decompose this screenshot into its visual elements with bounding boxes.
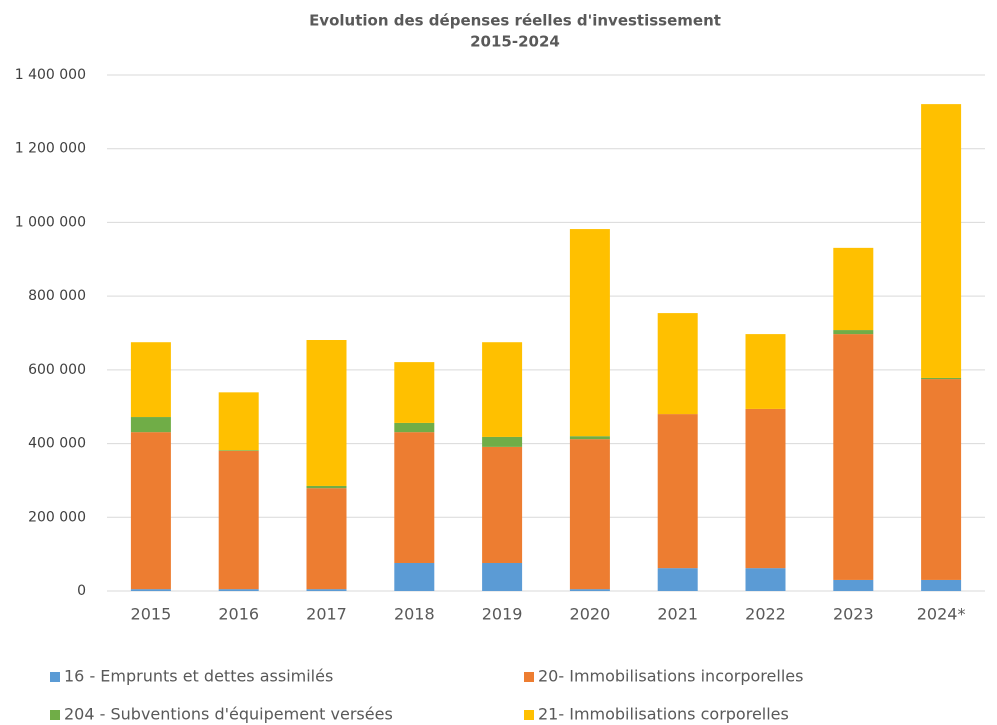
legend-label: 16 - Emprunts et dettes assimilés — [64, 667, 333, 686]
bar-segment — [394, 432, 435, 563]
x-tick-label: 2020 — [570, 605, 611, 624]
x-tick-label: 2022 — [745, 605, 786, 624]
y-tick-label: 1 000 000 — [15, 214, 86, 230]
legend-label: 204 - Subventions d'équipement versées — [64, 705, 393, 724]
bar-segment — [657, 414, 698, 569]
bar-segment — [394, 562, 435, 591]
bar-segment — [569, 229, 610, 437]
bar-segment — [306, 488, 347, 590]
y-tick-label: 600 000 — [28, 362, 86, 378]
x-tick-label: 2023 — [833, 605, 874, 624]
chart-title: Evolution des dépenses réelles d'investi… — [309, 12, 721, 30]
bar-segment — [921, 379, 962, 580]
bar-segment — [745, 334, 786, 409]
bar-segment — [482, 446, 523, 563]
x-tick-label: 2019 — [482, 605, 523, 624]
legend-label: 20- Immobilisations incorporelles — [538, 667, 803, 686]
y-tick-label: 200 000 — [28, 509, 86, 525]
y-tick-label: 800 000 — [28, 288, 86, 304]
bar-segment — [745, 568, 786, 591]
legend-label: 21- Immobilisations corporelles — [538, 705, 789, 724]
bar-segment — [306, 589, 347, 591]
bar-segment — [130, 432, 171, 590]
bar-segment — [130, 589, 171, 591]
y-tick-label: 400 000 — [28, 436, 86, 452]
bar-segment — [482, 342, 523, 437]
x-tick-label: 2015 — [131, 605, 172, 624]
bar-segment — [833, 334, 874, 580]
bar-segment — [833, 330, 874, 335]
legend-swatch — [50, 672, 60, 682]
bar-segment — [218, 392, 259, 451]
bar-segment — [657, 568, 698, 591]
bar-segment — [218, 450, 259, 590]
bar-segment — [569, 439, 610, 590]
chart-subtitle: 2015-2024 — [470, 33, 560, 51]
bar-segment — [921, 579, 962, 591]
bar-segment — [218, 450, 259, 451]
bar-segment — [657, 313, 698, 415]
x-tick-label: 2016 — [218, 605, 259, 624]
bar-segment — [130, 342, 171, 418]
x-tick-label: 2021 — [657, 605, 698, 624]
x-tick-label: 2018 — [394, 605, 435, 624]
x-tick-label: 2017 — [306, 605, 347, 624]
bar-segment — [833, 579, 874, 591]
bar-segment — [394, 422, 435, 433]
bar-segment — [569, 589, 610, 591]
y-tick-label: 0 — [77, 583, 86, 599]
bar-segment — [745, 408, 786, 569]
bar-segment — [130, 417, 171, 433]
legend-swatch — [524, 672, 534, 682]
bar-segment — [218, 589, 259, 591]
bar-segment — [482, 436, 523, 447]
bar-segment — [306, 340, 347, 486]
bar-segment — [306, 485, 347, 489]
bar-segment — [921, 104, 962, 378]
bar-segment — [482, 562, 523, 591]
bar-segment — [569, 436, 610, 440]
y-tick-label: 1 200 000 — [15, 141, 86, 157]
legend-swatch — [50, 710, 60, 720]
y-tick-label: 1 400 000 — [15, 67, 86, 83]
bar-segment — [394, 362, 435, 423]
x-tick-label: 2024* — [917, 605, 966, 624]
bar-segment — [833, 247, 874, 331]
legend-swatch — [524, 710, 534, 720]
bar-segment — [921, 377, 962, 380]
